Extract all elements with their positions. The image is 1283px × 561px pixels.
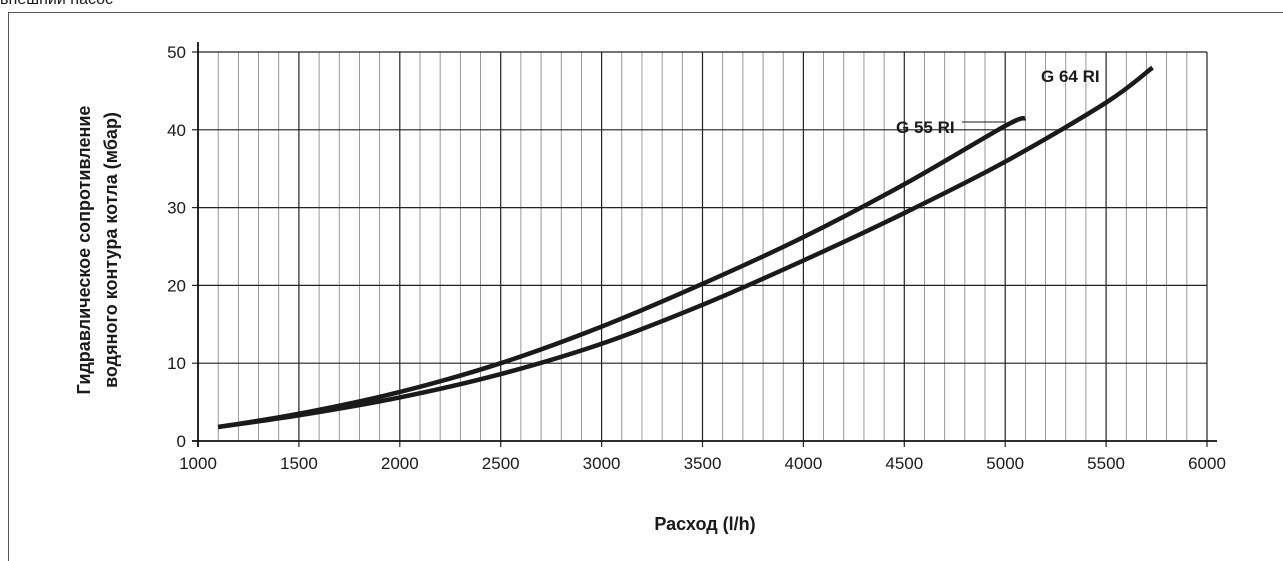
x-tick-label: 4500 (885, 454, 923, 473)
y-tick-label: 40 (167, 121, 186, 140)
axes (192, 42, 1217, 447)
x-tick-label: 2500 (482, 454, 520, 473)
series-line-g55 (217, 115, 1027, 430)
chart-frame (8, 12, 1283, 561)
x-axis-title: Расход (l/h) (654, 514, 755, 534)
x-tick-labels: 1000 1500 2000 2500 3000 3500 4000 4500 5000 5500… (179, 454, 1226, 473)
series-line-g64 (217, 65, 1154, 430)
y-tick-label: 0 (177, 432, 186, 451)
x-tick-label: 4000 (784, 454, 822, 473)
series-label-g64: G 64 RI (1041, 67, 1100, 86)
x-tick-label: 1000 (179, 454, 217, 473)
series-label-g64-text: G 64 RI (1041, 67, 1100, 86)
major-gridlines (198, 51, 1208, 441)
x-tick-label: 2000 (381, 454, 419, 473)
y-tick-label: 10 (167, 354, 186, 373)
x-tick-label: 1500 (280, 454, 318, 473)
series-label-g55-text: G 55 RI (896, 118, 955, 137)
x-tick-label: 5000 (986, 454, 1024, 473)
x-tick-label: 3500 (684, 454, 722, 473)
x-tick-label: 3000 (583, 454, 621, 473)
y-axis-title-line1: Гидравлическое сопротивление (74, 106, 94, 395)
x-tick-label: 6000 (1188, 454, 1226, 473)
top-caption: внешний насос (0, 0, 113, 9)
x-tick-label: 5500 (1087, 454, 1125, 473)
y-tick-label: 30 (167, 199, 186, 218)
y-tick-label: 50 (167, 43, 186, 62)
y-tick-labels: 0 10 20 30 40 50 (167, 43, 186, 451)
series-lines (217, 65, 1154, 430)
y-axis-title-line2: водяного контура котла (мбар) (101, 112, 121, 388)
y-tick-label: 20 (167, 276, 186, 295)
series-label-g55: G 55 RI (896, 118, 1006, 137)
